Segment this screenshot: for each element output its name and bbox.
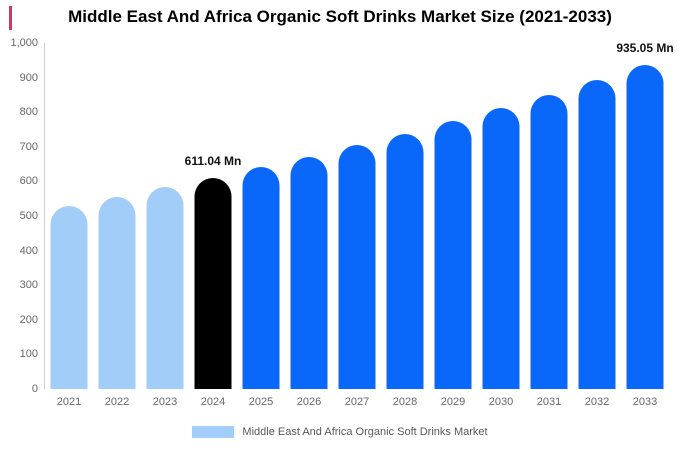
y-axis-tick-label: 1,000 xyxy=(10,37,38,49)
bar-slot-2023 xyxy=(141,43,189,389)
x-axis-label-2032: 2032 xyxy=(584,396,610,408)
bar-2021[interactable] xyxy=(50,206,88,389)
bar-2027[interactable] xyxy=(338,145,376,389)
bar-slot-2027 xyxy=(333,43,381,389)
legend-label: Middle East And Africa Organic Soft Drin… xyxy=(242,426,488,438)
bar-slot-2021 xyxy=(45,43,93,389)
x-axis-label-2026: 2026 xyxy=(296,396,322,408)
pink-artifact-mark xyxy=(9,6,12,30)
bar-slot-2031 xyxy=(525,43,573,389)
bar-2032[interactable] xyxy=(578,80,616,389)
bar-2033[interactable] xyxy=(626,65,664,389)
x-axis-label-2025: 2025 xyxy=(248,396,274,408)
x-axis-label-2030: 2030 xyxy=(488,396,514,408)
bar-2029[interactable] xyxy=(434,121,472,389)
value-label-2033: 935.05 Mn xyxy=(616,41,674,56)
legend[interactable]: Middle East And Africa Organic Soft Drin… xyxy=(0,426,680,438)
bar-2025[interactable] xyxy=(242,167,280,389)
y-axis-line xyxy=(44,43,45,389)
y-axis-tick-label: 100 xyxy=(19,348,38,361)
bar-slot-2024 xyxy=(189,43,237,389)
y-axis-tick-label: 900 xyxy=(19,71,38,84)
bar-2022[interactable] xyxy=(98,197,136,389)
bar-slot-2028 xyxy=(381,43,429,389)
plot-area xyxy=(45,43,669,389)
x-axis: 2021 2022 2023 2024 2025 2026 2027 2028 2029 2030… xyxy=(45,396,669,408)
bar-slot-2025 xyxy=(237,43,285,389)
bar-slot-2030 xyxy=(477,43,525,389)
x-axis-label-2023: 2023 xyxy=(152,396,178,408)
y-axis-tick-label: 200 xyxy=(19,313,38,326)
bar-2028[interactable] xyxy=(386,134,424,389)
y-axis-tick-label: 300 xyxy=(19,279,38,292)
y-axis-tick-label: 0 xyxy=(31,383,38,395)
bar-2031[interactable] xyxy=(530,95,568,389)
y-axis-tick-label: 500 xyxy=(19,210,38,222)
bar-slot-2032 xyxy=(573,43,621,389)
bar-2030[interactable] xyxy=(482,108,520,389)
bar-slot-2033 xyxy=(621,43,669,389)
bar-2024[interactable] xyxy=(194,178,232,389)
x-axis-label-2033: 2033 xyxy=(632,396,658,408)
x-axis-label-2024: 2024 xyxy=(200,396,226,408)
x-axis-label-2021: 2021 xyxy=(56,396,82,408)
x-axis-label-2028: 2028 xyxy=(392,396,418,408)
x-axis-label-2029: 2029 xyxy=(440,396,466,408)
x-axis-label-2031: 2031 xyxy=(536,396,562,408)
bar-2026[interactable] xyxy=(290,157,328,389)
bar-2023[interactable] xyxy=(146,187,184,389)
bar-slot-2022 xyxy=(93,43,141,389)
x-axis-label-2027: 2027 xyxy=(344,396,370,408)
value-label-2024: 611.04 Mn xyxy=(184,153,242,168)
y-axis-tick-label: 400 xyxy=(19,244,38,257)
bar-slot-2026 xyxy=(285,43,333,389)
y-axis-tick-label: 800 xyxy=(19,106,38,119)
y-axis-tick-label: 600 xyxy=(19,175,38,188)
legend-swatch xyxy=(192,426,235,438)
chart-title: Middle East And Africa Organic Soft Drin… xyxy=(68,7,612,26)
x-axis-label-2022: 2022 xyxy=(104,396,130,408)
bar-slot-2029 xyxy=(429,43,477,389)
y-axis-tick-label: 700 xyxy=(19,140,38,153)
